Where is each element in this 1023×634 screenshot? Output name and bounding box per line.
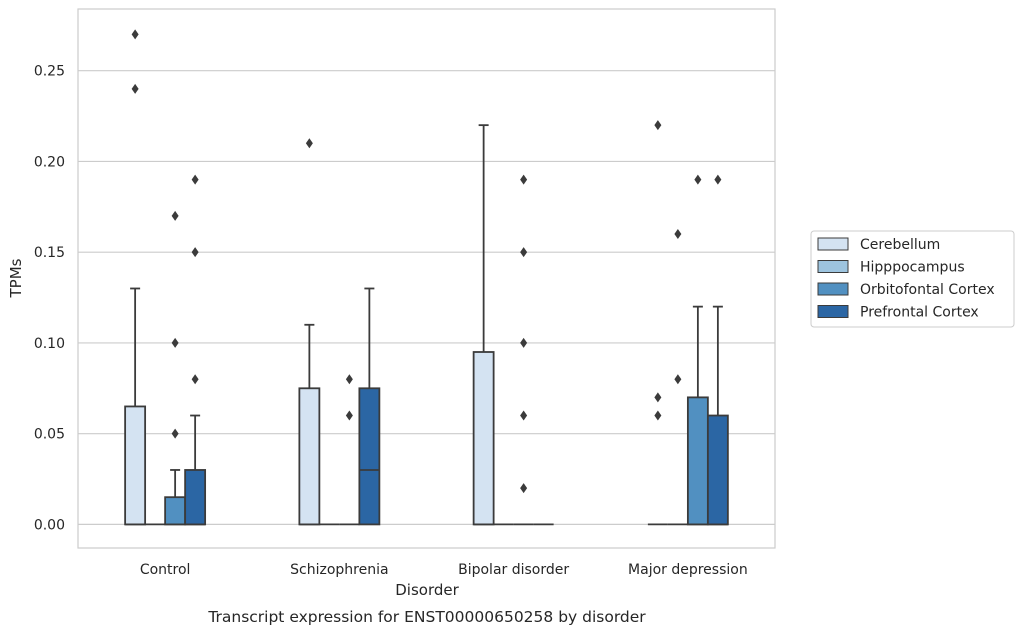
legend-label: Orbitofontal Cortex [860,282,995,298]
x-tick-labels: Control Schizophrenia Bipolar disorder Majo… [140,562,748,578]
box-group [472,124,495,526]
x-tick-label: Control [140,562,191,578]
outlier-point [654,392,662,403]
box-group [124,29,147,526]
legend-swatch [817,237,849,251]
box-group [298,138,321,526]
y-tick-label: 0.00 [34,517,65,533]
outlier-point [520,483,528,494]
legend-label: Hipppocampus [860,260,965,276]
outlier-point [171,428,179,439]
outlier-point [305,138,313,149]
box [124,405,147,526]
box-groups [124,29,729,526]
y-tick-labels: 0.00 0.05 0.10 0.15 0.20 0.25 [34,64,65,534]
outlier-point [191,374,199,385]
x-tick-label: Schizophrenia [290,562,388,578]
legend-label: Cerebellum [860,237,940,253]
outlier-point [171,210,179,221]
box [706,414,729,526]
y-tick-label: 0.05 [34,427,65,443]
x-axis-label: Disorder [395,581,459,599]
box-group [339,374,360,526]
legend-swatch [817,282,849,296]
outlier-point [714,174,722,185]
box-group [667,229,688,526]
box-group [513,174,534,526]
x-tick-label: Major depression [628,562,748,578]
outlier-point [520,410,528,421]
outlier-point [694,174,702,185]
outlier-point [674,374,682,385]
outlier-point [131,83,139,94]
y-tick-label: 0.15 [34,245,65,261]
legend-swatch [817,305,849,318]
box-group [686,174,709,526]
box [184,469,207,526]
outlier-point [654,410,662,421]
legend-frame [810,230,1015,328]
legend-label: Prefrontal Cortex [860,305,979,321]
outlier-point [171,337,179,348]
outlier-point [131,29,139,40]
y-tick-label: 0.25 [34,64,65,80]
outlier-point [654,120,662,131]
box-group [164,210,187,526]
box-group [647,120,668,526]
box [358,387,381,526]
legend: Cerebellum Hipppocampus Orbitofontal Corte… [810,230,1015,328]
box [472,351,495,526]
outlier-point [191,247,199,258]
chart-caption: Transcript expression for ENST0000065025… [207,608,646,626]
outlier-point [674,229,682,240]
x-tick-label: Bipolar disorder [458,562,569,578]
outlier-point [520,337,528,348]
box [298,387,321,526]
box-group [184,174,207,526]
box [686,396,709,526]
y-tick-label: 0.20 [34,154,65,170]
outlier-point [520,247,528,258]
outlier-point [191,174,199,185]
gridlines [78,70,775,526]
box-group [706,174,729,526]
box-group [358,287,381,526]
y-axis-label: TPMs [7,258,25,298]
legend-swatch [817,260,849,273]
y-tick-label: 0.10 [34,336,65,352]
outlier-point [345,374,353,385]
outlier-point [345,410,353,421]
outlier-point [520,174,528,185]
box [164,496,187,526]
plot-area-frame [77,8,776,549]
